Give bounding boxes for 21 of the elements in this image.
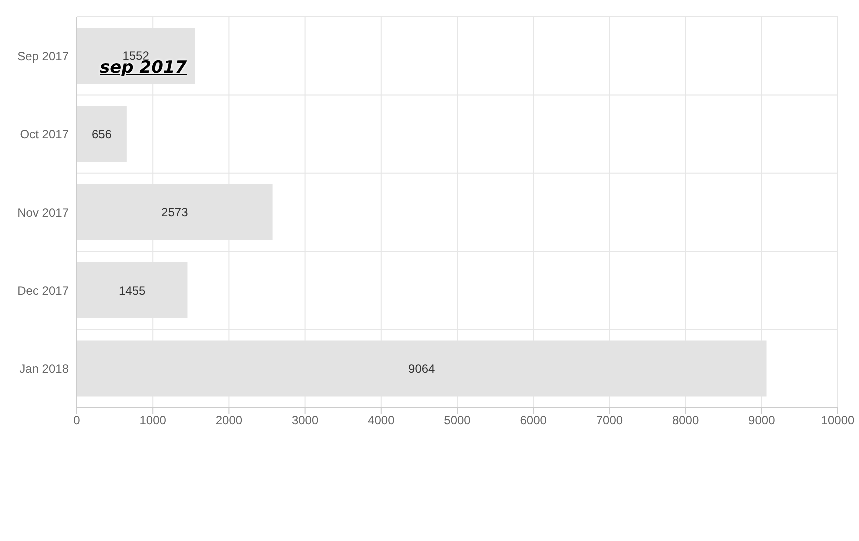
y-tick-label: Sep 2017 [18, 49, 70, 64]
x-tick-label: 6000 [520, 414, 548, 428]
x-tick-label: 0 [74, 414, 81, 428]
x-tick-label: 10000 [821, 414, 856, 428]
data-label: 656 [92, 127, 112, 142]
data-label: 2573 [162, 206, 189, 220]
x-tick-label: 9000 [748, 414, 776, 428]
x-tick-label: 1000 [140, 414, 167, 428]
y-tick-label: Jan 2018 [20, 362, 70, 376]
bar [77, 106, 127, 162]
x-tick-label: 4000 [368, 414, 396, 428]
x-tick-label: 2000 [216, 414, 243, 428]
y-tick-label: Dec 2017 [18, 284, 70, 298]
x-tick-label: 5000 [444, 414, 472, 428]
data-label: 9064 [408, 362, 436, 376]
y-tick-label: Nov 2017 [18, 206, 70, 220]
x-tick-label: 3000 [292, 414, 319, 428]
x-tick-label: 8000 [672, 414, 700, 428]
x-tick-label: 7000 [596, 414, 624, 428]
data-label: 1455 [119, 284, 146, 298]
y-tick-label: Oct 2017 [20, 128, 70, 142]
